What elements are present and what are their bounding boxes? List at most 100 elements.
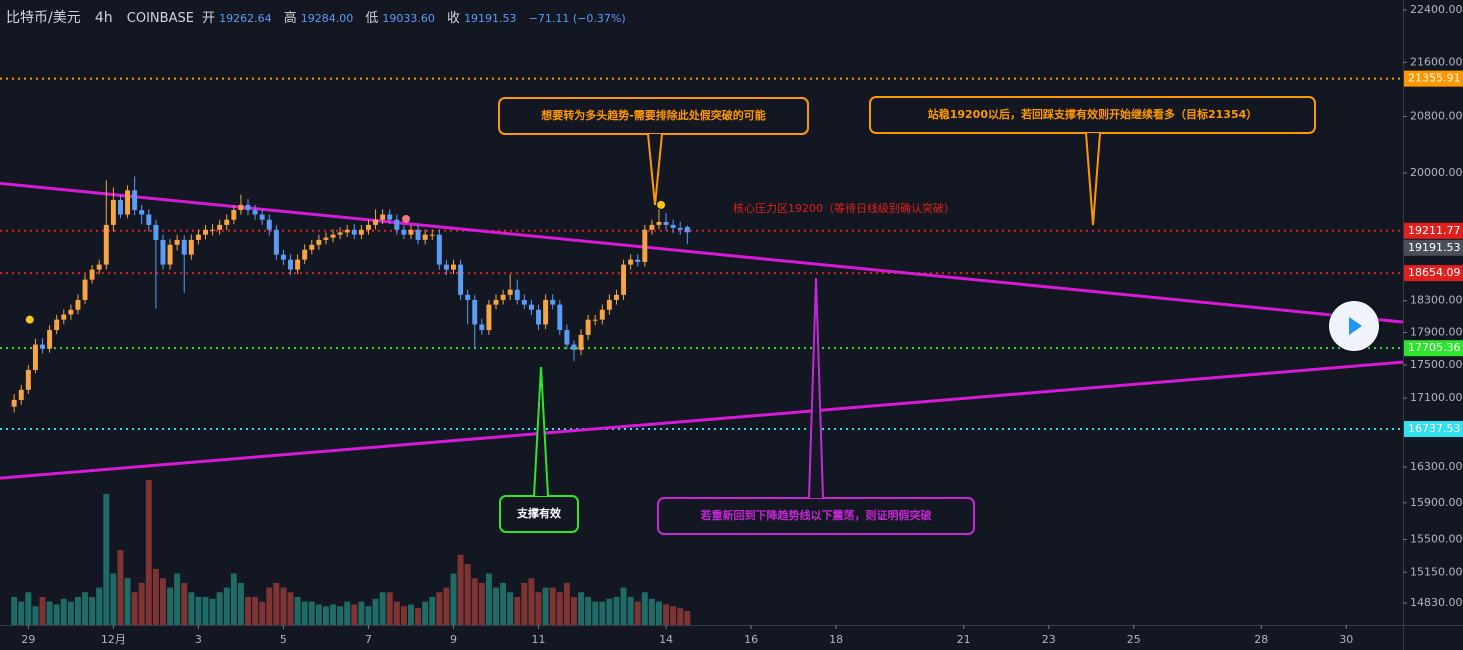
candle-body: [323, 237, 329, 240]
volume-bar: [578, 592, 585, 625]
volume-bar: [656, 601, 662, 625]
volume-bar: [429, 596, 436, 625]
volume-bar: [167, 587, 174, 625]
candle-body: [365, 224, 371, 230]
candle-body: [649, 224, 655, 230]
candle-body: [266, 219, 272, 230]
candle-body: [436, 234, 442, 265]
candle-body: [117, 200, 123, 215]
volume-bar: [110, 573, 117, 625]
x-tick-label: 21: [957, 633, 971, 646]
candle-body: [132, 190, 138, 211]
callout-pointer: [808, 277, 824, 499]
y-tick-label: 17100.00: [1410, 391, 1463, 404]
play-button[interactable]: [1329, 301, 1379, 351]
volume-bar: [330, 604, 337, 625]
volume-bar: [684, 610, 691, 625]
symbol: 比特币/美元: [6, 10, 81, 26]
callout-pointer: [647, 133, 663, 206]
candle-body: [238, 204, 244, 211]
volume-bar: [386, 592, 393, 625]
annotation-text: 核心压力区19200（等待日线级别确认突破）: [733, 201, 955, 215]
volume-bar: [556, 592, 563, 625]
volume-bar: [485, 573, 492, 625]
volume-bar: [535, 592, 542, 625]
volume-bar: [11, 596, 18, 625]
volume-bar: [670, 606, 677, 625]
level-label: 18654.09: [1408, 266, 1461, 279]
volume-bar: [74, 596, 81, 625]
candle-body: [224, 219, 230, 225]
candle-body: [18, 389, 24, 400]
volume-bar: [641, 592, 648, 625]
level-label: 17705.36: [1408, 341, 1461, 354]
y-tick-label: 15500.00: [1410, 532, 1463, 545]
volume-bar: [39, 596, 46, 625]
candle-body: [387, 214, 393, 220]
ohlc-value: 19033.60: [382, 12, 435, 25]
x-tick-label: 30: [1339, 633, 1353, 646]
candle-body: [500, 294, 506, 300]
candle-body: [96, 264, 102, 270]
volume-bar: [450, 573, 457, 625]
candle-body: [564, 330, 570, 345]
volume-bar: [500, 582, 507, 625]
candle-body: [288, 259, 294, 270]
volume-bar: [301, 601, 308, 625]
candle-body: [139, 210, 145, 215]
candle-body: [181, 239, 187, 255]
volume-bar: [507, 592, 514, 625]
candle-body: [443, 264, 449, 270]
ohlc-value: 19262.64: [219, 12, 272, 25]
volume-bar: [514, 596, 521, 625]
volume-bar: [53, 604, 60, 625]
volume-bar: [677, 608, 684, 625]
volume-bar: [464, 564, 471, 625]
volume-bar: [528, 578, 535, 625]
candle-body: [543, 299, 549, 325]
volume-bar: [188, 592, 195, 625]
x-tick-label: 3: [195, 633, 202, 646]
y-tick-label: 21600.00: [1410, 55, 1463, 68]
candle-body: [486, 304, 492, 331]
level-label-bg: [1404, 222, 1463, 239]
volume-bar: [606, 598, 613, 625]
candle-body: [61, 314, 67, 320]
candle-body: [642, 229, 648, 262]
candle-body: [40, 344, 45, 349]
volume-bar: [570, 596, 577, 625]
last-price-label-bg: [1404, 239, 1463, 256]
x-tick-label: 16: [744, 633, 758, 646]
volume-bar: [351, 604, 358, 625]
candle-body: [316, 239, 322, 245]
volume-bar: [266, 587, 273, 625]
callout-text: 支撑有效: [516, 506, 562, 520]
candle-body: [621, 264, 627, 295]
candle-body: [174, 239, 180, 245]
volume-bar: [379, 592, 386, 625]
candle-body: [302, 249, 308, 260]
volume-bar: [32, 606, 39, 625]
callout-text: 想要转为多头趋势-需要排除此处假突破的可能: [540, 108, 766, 122]
candle-body: [507, 289, 513, 295]
level-label-bg: [1404, 340, 1463, 357]
x-tick-label: 25: [1127, 633, 1141, 646]
y-tick-label: 20800.00: [1410, 110, 1463, 123]
volume-bar: [252, 596, 259, 625]
volume-bar: [478, 582, 485, 625]
candle-body: [125, 190, 131, 215]
volume-bar: [138, 582, 145, 625]
y-tick-label: 22400.00: [1410, 3, 1463, 16]
level-label-bg: [1404, 70, 1463, 87]
candle-body: [465, 294, 471, 300]
candle-body: [408, 229, 414, 235]
candle-body: [670, 224, 676, 228]
volume-bar: [393, 601, 400, 625]
candle-body: [103, 224, 109, 265]
candle-body: [54, 319, 60, 331]
volume-bar: [124, 578, 131, 625]
level-label-bg: [1404, 421, 1463, 438]
volume-bar: [202, 596, 209, 625]
callout-pointer-fill: [534, 367, 548, 496]
